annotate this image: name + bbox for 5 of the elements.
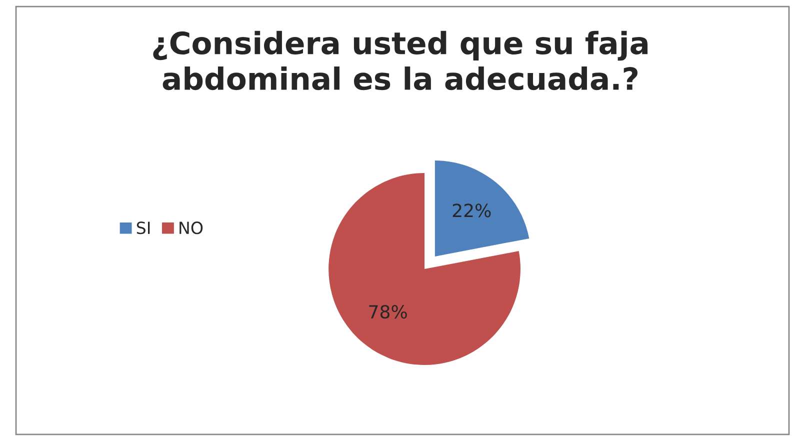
data-label: 22%	[452, 204, 491, 218]
legend-label: NO	[180, 222, 203, 234]
data-label: 78%	[369, 304, 407, 319]
chart-title: ¿Considera usted que su faja abdominal es la adecuada.?	[153, 30, 648, 90]
legend-label: SI	[136, 222, 150, 234]
